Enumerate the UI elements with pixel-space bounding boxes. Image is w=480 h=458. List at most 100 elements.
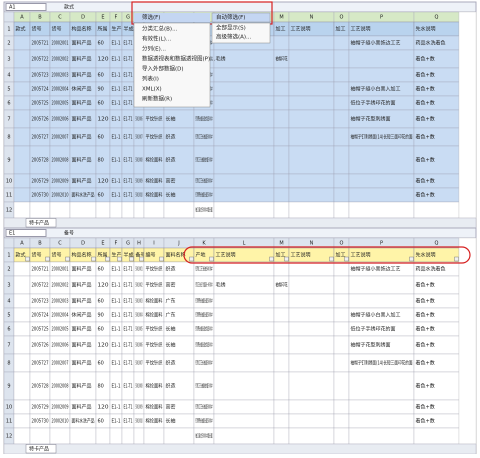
cell [288, 261, 335, 277]
filter-dropdown[interactable] [25, 256, 30, 262]
cell [273, 109, 290, 129]
cell [333, 49, 350, 69]
cell [333, 275, 350, 295]
cell-text: 80 [98, 158, 104, 164]
sheet-tab[interactable] [25, 218, 57, 228]
name-box[interactable] [5, 3, 47, 11]
cell [49, 201, 71, 219]
filter-dropdown[interactable] [284, 256, 289, 262]
cell-text: 织造 [166, 134, 176, 141]
row-number: 2 [7, 267, 10, 273]
filter-dropdown[interactable] [329, 256, 334, 262]
cell-text: 60 [98, 299, 104, 305]
filter-dropdown[interactable] [209, 256, 214, 262]
cell [13, 95, 31, 111]
cell-text: 着色+数 [416, 282, 435, 289]
menu-item[interactable]: 刷新数据(R) [142, 95, 172, 103]
data-menu: 筛选(F) 分类汇总(B)... 有效性(L)... 分列(E)... 数据透视表和数据… [131, 1, 273, 108]
menu-item[interactable]: 分列(E)... [142, 45, 166, 53]
cell [348, 187, 415, 203]
sheet-tab-bar [3, 443, 477, 455]
cell [163, 427, 195, 445]
cell-text: 20002001 [52, 41, 69, 47]
menu-item[interactable]: 导入外部数据(D) [142, 65, 184, 73]
filter-dropdown[interactable] [454, 256, 459, 262]
cell-text: 高密 [166, 282, 176, 289]
menu-item[interactable]: 有效性(L)... [142, 35, 171, 43]
menu-item-bg[interactable] [134, 13, 210, 22]
cell-text: 2005728 [32, 384, 49, 390]
cell [348, 371, 415, 401]
cell [273, 127, 290, 147]
header-text: 产地 [196, 252, 206, 259]
cell-text: 着色+数 [416, 360, 435, 367]
cell-text: 长袖 [166, 342, 176, 349]
cell-text: E1-1 [112, 327, 121, 333]
cell-text: 50020006 [136, 117, 143, 123]
sheet-tab[interactable] [25, 444, 57, 454]
filter-dropdown[interactable] [409, 256, 414, 262]
filter-dropdown[interactable] [189, 256, 194, 262]
formula-bar [3, 227, 477, 239]
column-letter: M [279, 15, 283, 21]
sheet-tab-text: 特卡产品 [29, 220, 49, 227]
cell-text: 面料产品 [72, 56, 92, 63]
cell-text: 面料产品 [72, 298, 92, 305]
header-text: 货号 [52, 26, 62, 33]
formula-bar [3, 1, 477, 13]
name-box[interactable] [5, 229, 47, 237]
cell-text: 着色+数 [416, 116, 435, 123]
filter-dropdown[interactable] [139, 256, 144, 262]
filter-dropdown[interactable] [65, 256, 70, 262]
cell-text: 20002010 [52, 193, 69, 199]
cell [49, 427, 71, 445]
cell [273, 187, 290, 203]
column-letter: O [340, 15, 344, 21]
cell-text: 棉纶面料 [146, 178, 163, 185]
cell-text: 着色+数 [416, 178, 435, 185]
cell [413, 371, 460, 401]
menu-item[interactable]: XML(X) [142, 87, 162, 93]
filter-dropdown[interactable] [159, 256, 164, 262]
column-letter: G [126, 241, 130, 247]
cell-text: 50020006 [136, 343, 143, 349]
cell-text: 袖帽子缝小黑饰边工艺 [351, 266, 401, 273]
name-box-text: E1 [9, 231, 15, 237]
filter-dropdown[interactable] [117, 256, 122, 262]
cell [163, 371, 195, 401]
cell-text: E1-T1 [124, 73, 133, 79]
cell [288, 95, 335, 111]
cell [288, 109, 335, 129]
cell [213, 81, 275, 97]
cell-text: 120 [98, 283, 109, 289]
filter-dropdown[interactable] [344, 256, 349, 262]
cell-text: 袖口缝合5000#面长面 [196, 207, 213, 214]
menu-item[interactable]: 数据透视表和数据透视图(P)... [142, 55, 216, 63]
filter-dropdown[interactable] [91, 256, 96, 262]
cell [13, 399, 31, 415]
submenu-title-bg[interactable] [211, 12, 271, 23]
column-letter: I [153, 241, 154, 247]
cell-text: E1-T1 [124, 179, 133, 185]
cell [288, 201, 335, 219]
cell-text: 着色+数 [416, 342, 435, 349]
submenu-item[interactable]: 全部显示(S) [216, 24, 246, 32]
name-box-text: A1 [9, 5, 16, 11]
filter-dropdown[interactable] [269, 256, 274, 262]
cell [333, 321, 350, 337]
cell-text: 钉制带长袖面长面5000# [196, 298, 213, 305]
cell-text: 着色+数 [416, 418, 435, 425]
filter-dropdown[interactable] [45, 256, 50, 262]
filter-dropdown[interactable] [105, 256, 110, 262]
submenu-item[interactable]: 高级筛选(A)... [216, 33, 252, 41]
cell-text: 袖帽子缝小白黑入加工 [351, 312, 401, 319]
menu-item[interactable]: 分类汇总(B)... [142, 25, 178, 33]
menu-item[interactable]: 列表(I) [142, 75, 159, 83]
cell-text: 20002003 [52, 73, 69, 79]
cell [109, 427, 123, 445]
filter-dropdown[interactable] [129, 256, 134, 262]
cell-text: 着色+数 [416, 312, 435, 319]
cell-text: 钉制工艺长袖面袖的面5000# [196, 157, 213, 164]
cell [333, 67, 350, 83]
cell [143, 201, 165, 219]
